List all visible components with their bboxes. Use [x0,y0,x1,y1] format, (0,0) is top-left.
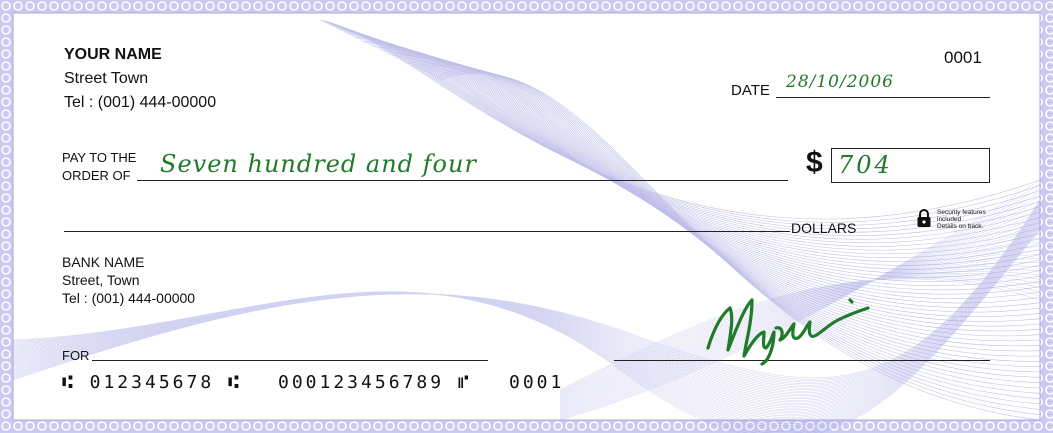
signature[interactable] [700,278,900,366]
lock-icon [916,208,932,228]
security-text-line1: Security features [937,209,986,216]
currency-symbol: $ [806,146,823,179]
payer-phone: Tel : (001) 444-00000 [64,94,217,111]
micr-routing: ⑆ 012345678 ⑆ [62,372,242,393]
date-label: DATE [731,82,770,99]
payee-line [137,180,788,181]
micr-account: 000123456789 ⑈ [278,372,472,393]
date-value[interactable]: 28/10/2006 [786,72,894,92]
amount-box[interactable] [831,148,990,183]
bank-name: BANK NAME [62,254,145,270]
memo-line[interactable] [92,360,488,361]
dollars-line [64,231,790,232]
micr-check-number: 0001 [509,372,565,393]
date-line [776,97,990,98]
pay-to-label-line1: PAY TO THE [62,150,137,165]
payer-name: YOUR NAME [64,46,162,63]
security-text-line3: Details on back. [937,223,984,230]
memo-label: FOR [62,348,90,363]
bank-phone: Tel : (001) 444-00000 [62,290,196,306]
written-amount[interactable]: Seven hundred and four [160,150,477,178]
signature-line [614,360,990,361]
dollars-label: DOLLARS [791,220,857,236]
cheque-number: 0001 [944,48,982,67]
amount-value: 704 [838,151,893,179]
security-text-line2: included [937,216,962,223]
bank-street: Street, Town [62,272,140,288]
payer-street: Street Town [64,70,149,87]
pay-to-label-line2: ORDER OF [62,168,131,183]
